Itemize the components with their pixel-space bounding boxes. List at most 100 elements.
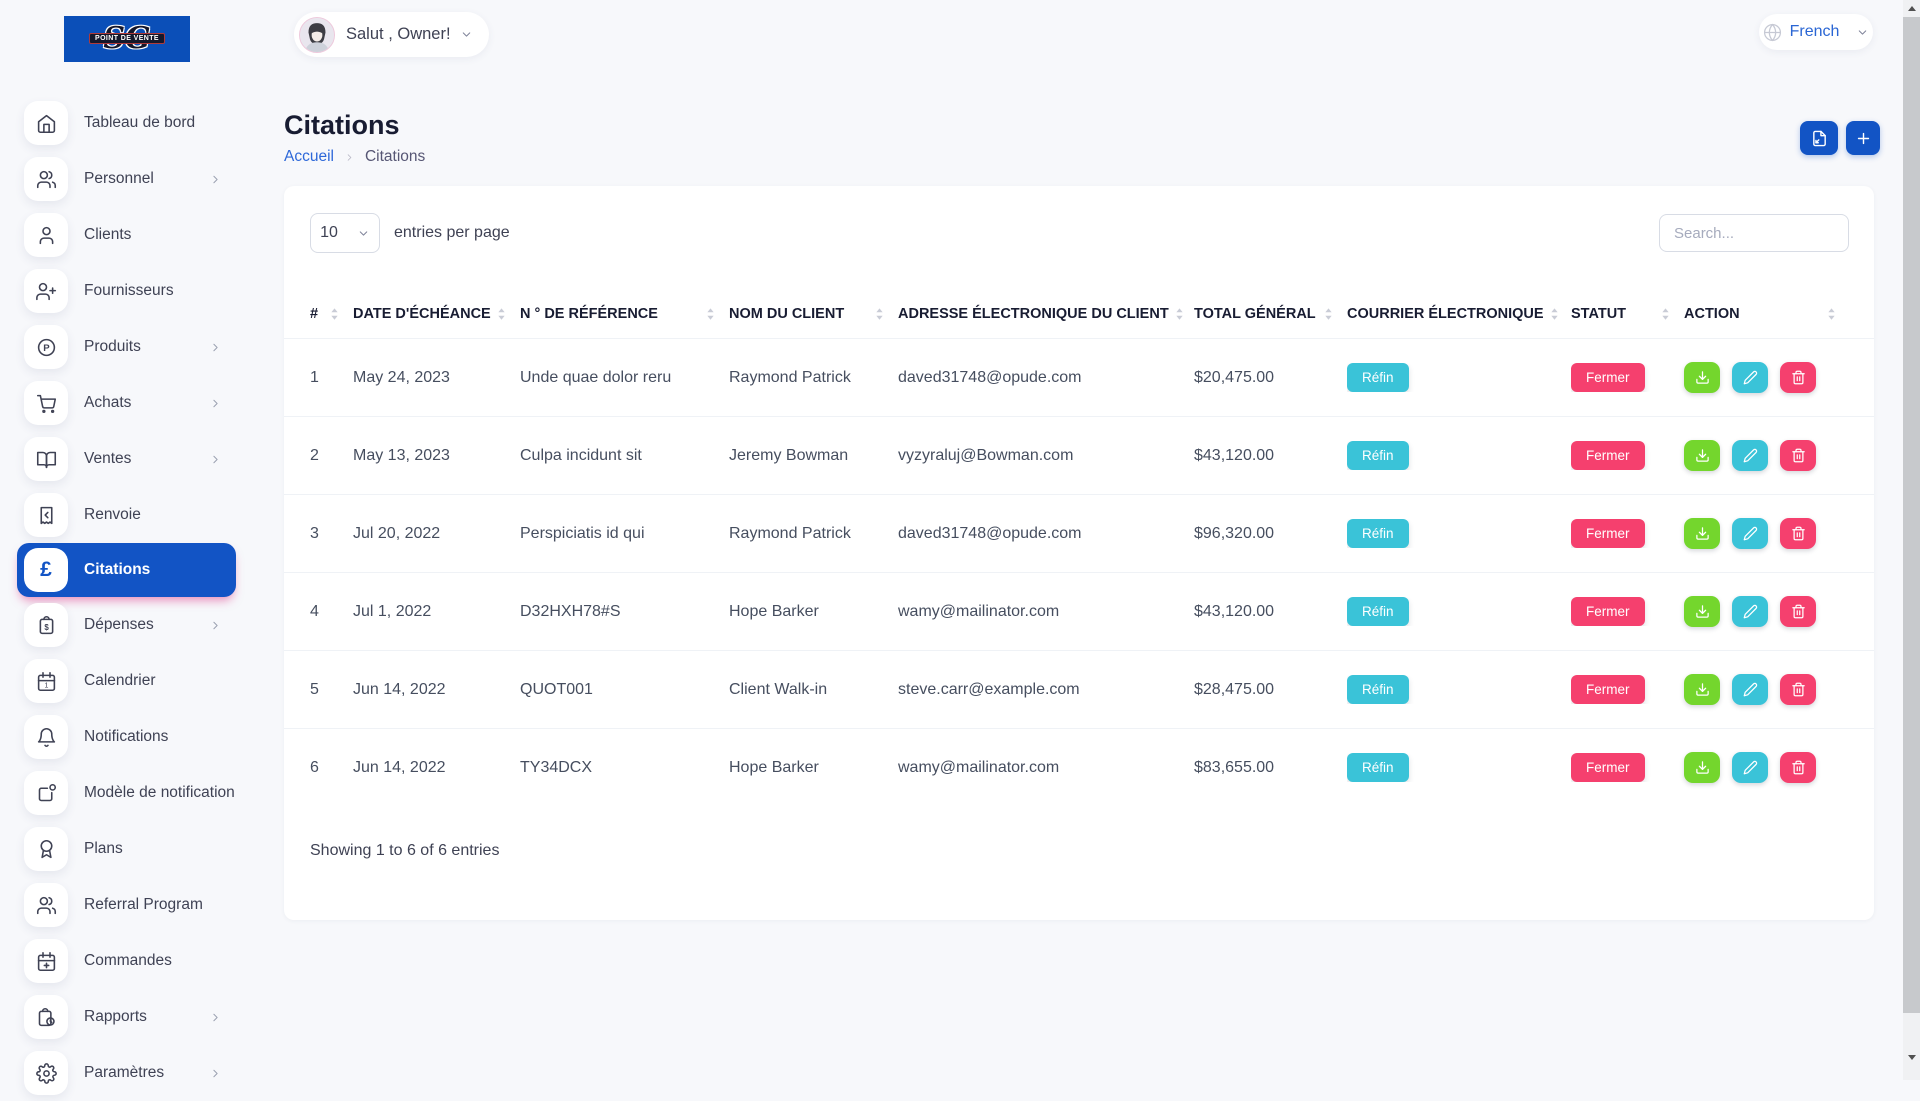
svg-text:1: 1 (44, 682, 48, 689)
sidebar-item[interactable]: Ventes (0, 431, 236, 487)
client-name-cell: Client Walk-in (729, 680, 828, 698)
scroll-up-arrow[interactable] (1903, 0, 1920, 17)
sidebar-item[interactable]: Clients (0, 207, 236, 263)
delete-button[interactable] (1780, 752, 1816, 783)
column-header[interactable]: # (310, 306, 353, 322)
sidebar-item-label: Dépenses (84, 616, 154, 633)
sidebar-item[interactable]: 1 Calendrier (0, 653, 236, 709)
search-input[interactable] (1659, 214, 1849, 252)
due-date-cell: Jul 1, 2022 (353, 602, 432, 620)
reference-cell: Culpa incidunt sit (520, 446, 642, 464)
report-icon (36, 1007, 57, 1028)
courrier-cell: Réfin (1347, 441, 1571, 470)
sidebar-item-label: Personnel (84, 170, 154, 187)
edit-button[interactable] (1732, 362, 1768, 393)
delete-button[interactable] (1780, 596, 1816, 627)
edit-button[interactable] (1732, 440, 1768, 471)
sort-icon (875, 307, 884, 321)
download-icon (1695, 682, 1710, 697)
row-number: 6 (310, 758, 319, 776)
client-email-cell: vyzyraluj@Bowman.com (898, 446, 1074, 464)
row-actions (1684, 674, 1850, 705)
delete-button[interactable] (1780, 518, 1816, 549)
breadcrumb-home-link[interactable]: Accueil (284, 148, 334, 165)
delete-button[interactable] (1780, 362, 1816, 393)
reference-cell: QUOT001 (520, 680, 593, 698)
chevron-right-icon (209, 1067, 222, 1080)
sidebar-item[interactable]: Fournisseurs (0, 263, 236, 319)
column-header[interactable]: ACTION (1684, 306, 1850, 322)
add-citation-button[interactable] (1846, 121, 1880, 155)
app-logo[interactable]: SG POINT DE VENTE (64, 16, 190, 62)
trash-icon (1791, 760, 1806, 775)
edit-button[interactable] (1732, 596, 1768, 627)
entries-per-page-select[interactable]: 10 (310, 213, 380, 253)
download-button[interactable] (1684, 362, 1720, 393)
sidebar-item-label: Fournisseurs (84, 282, 174, 299)
download-button[interactable] (1684, 518, 1720, 549)
users-icon (36, 169, 57, 190)
sidebar-item[interactable]: Referral Program (0, 877, 236, 933)
column-header[interactable]: ADRESSE ÉLECTRONIQUE DU CLIENT (898, 306, 1194, 322)
sidebar-item[interactable]: Tableau de bord (0, 95, 236, 151)
chevron-right-icon (209, 1011, 222, 1024)
reference-cell: Unde quae dolor reru (520, 368, 672, 386)
edit-button[interactable] (1732, 518, 1768, 549)
sidebar-item[interactable]: £ Citations (17, 543, 236, 597)
statut-cell: Fermer (1571, 441, 1684, 470)
sidebar-item[interactable]: Achats (0, 375, 236, 431)
scroll-down-arrow[interactable] (1903, 1049, 1920, 1066)
scrollbar-thumb[interactable] (1903, 17, 1920, 1013)
grand-total-cell: $96,320.00 (1194, 524, 1275, 542)
statut-badge: Fermer (1571, 441, 1645, 470)
sidebar-item[interactable]: Plans (0, 821, 236, 877)
sidebar-item[interactable]: Personnel (0, 151, 236, 207)
page-scrollbar[interactable] (1903, 0, 1920, 1080)
export-button[interactable] (1800, 121, 1838, 155)
row-actions (1684, 362, 1850, 393)
sidebar-item[interactable]: Paramètres (0, 1045, 236, 1101)
column-header[interactable]: TOTAL GÉNÉRAL (1194, 306, 1347, 322)
chevron-right-icon (209, 173, 222, 186)
edit-button[interactable] (1732, 674, 1768, 705)
column-header[interactable]: NOM DU CLIENT (729, 306, 898, 322)
due-date-cell: Jul 20, 2022 (353, 524, 441, 542)
due-date-cell: Jun 14, 2022 (353, 680, 446, 698)
download-button[interactable] (1684, 440, 1720, 471)
download-button[interactable] (1684, 674, 1720, 705)
edit-icon (1743, 448, 1758, 463)
book-icon (36, 449, 57, 470)
sidebar-item[interactable]: Modèle de notification (0, 765, 236, 821)
sidebar-item[interactable]: P Produits (0, 319, 236, 375)
column-header[interactable]: COURRIER ÉLECTRONIQUE (1347, 306, 1571, 322)
statut-badge: Fermer (1571, 675, 1645, 704)
courrier-badge: Réfin (1347, 753, 1409, 782)
download-icon (1695, 526, 1710, 541)
language-selector[interactable]: French (1759, 14, 1873, 50)
plus-icon (1855, 130, 1872, 147)
user-icon (36, 225, 57, 246)
column-header[interactable]: N ° DE RÉFÉRENCE (520, 306, 729, 322)
edit-button[interactable] (1732, 752, 1768, 783)
sidebar-item[interactable]: Rapports (0, 989, 236, 1045)
column-header[interactable]: STATUT (1571, 306, 1684, 322)
courrier-badge: Réfin (1347, 597, 1409, 626)
sidebar-item[interactable]: Notifications (0, 709, 236, 765)
download-button[interactable] (1684, 596, 1720, 627)
grand-total-cell: $20,475.00 (1194, 368, 1275, 386)
user-menu[interactable]: Salut , Owner! (294, 12, 489, 57)
sort-icon (1661, 307, 1670, 321)
download-icon (1695, 448, 1710, 463)
download-button[interactable] (1684, 752, 1720, 783)
delete-button[interactable] (1780, 674, 1816, 705)
column-header[interactable]: DATE D'ÉCHÉANCE (353, 306, 520, 322)
delete-button[interactable] (1780, 440, 1816, 471)
reference-cell: D32HXH78#S (520, 602, 621, 620)
user-plus-icon (35, 281, 57, 302)
sidebar-item[interactable]: Renvoie (0, 487, 236, 543)
edit-icon (1743, 682, 1758, 697)
award-icon (36, 839, 57, 860)
chevron-right-icon (209, 453, 222, 466)
sidebar-item[interactable]: Commandes (0, 933, 236, 989)
sidebar-item[interactable]: $ Dépenses (0, 597, 236, 653)
